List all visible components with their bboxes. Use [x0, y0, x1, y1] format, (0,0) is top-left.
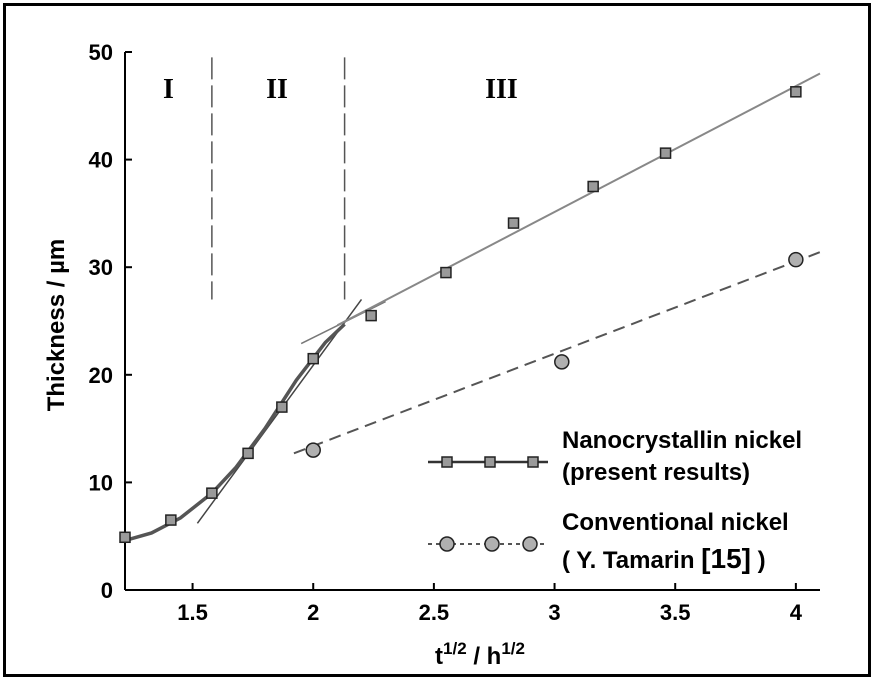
conventional-point	[788, 251, 804, 268]
y-tick-label: 10	[89, 470, 113, 495]
legend: Nanocrystallin nickel (present results) Co…	[428, 427, 802, 574]
x-axis-label-mid: / h	[467, 643, 502, 670]
nano-point	[242, 447, 254, 460]
nano-point	[307, 352, 319, 365]
region-labels: I II III	[163, 74, 518, 105]
nano-point	[206, 487, 218, 499]
x-tick-label: 2	[307, 600, 319, 625]
x-axis-label-sup: 1/2	[443, 639, 467, 658]
legend-conv-subtitle-ref: [15]	[701, 543, 751, 574]
nano-point	[587, 180, 599, 193]
region-label-III: III	[485, 74, 518, 105]
region-label-I: I	[163, 74, 174, 105]
x-axis-label-base: t	[435, 643, 443, 670]
legend-conv-subtitle: ( Y. Tamarin [15] )	[562, 543, 766, 574]
legend-nano-marker	[441, 456, 453, 468]
legend-conv-subtitle-prefix: ( Y. Tamarin	[562, 547, 701, 574]
x-tick-label: 3.5	[660, 600, 691, 625]
y-axis-label: Thickness / µm	[43, 239, 70, 412]
x-axis-label: t1/2 / h1/2	[435, 639, 525, 670]
y-tick-label: 30	[89, 255, 113, 280]
x-tick-label: 4	[790, 600, 803, 625]
conventional-point	[554, 354, 570, 370]
nano-point	[165, 514, 177, 526]
legend-conv-subtitle-suffix: )	[751, 547, 766, 574]
x-tick-label: 1.5	[177, 600, 208, 625]
nano-point	[119, 531, 131, 544]
region-boundaries	[211, 57, 346, 300]
y-tick-label: 50	[89, 40, 113, 65]
legend-nano-name: Nanocrystallin nickel	[562, 427, 802, 454]
chart-frame	[3, 3, 871, 677]
nano-point	[440, 266, 452, 279]
nano-point	[507, 217, 520, 229]
legend-nano-marker	[484, 456, 496, 468]
nano-fit-line	[336, 72, 821, 327]
x-tick-label: 2.5	[419, 600, 450, 625]
y-tick-label: 20	[89, 363, 113, 388]
legend-nano-subtitle: (present results)	[562, 459, 750, 486]
nano-point	[276, 401, 288, 413]
y-tick-label: 40	[89, 148, 113, 173]
x-axis-label-sup2: 1/2	[501, 639, 525, 658]
region-label-II: II	[266, 74, 288, 105]
legend-conv-marker	[484, 536, 500, 552]
y-tick-label: 0	[101, 578, 113, 603]
legend-conv-name: Conventional nickel	[562, 509, 789, 536]
conventional-fit-line	[293, 251, 821, 455]
nano-point	[790, 86, 802, 98]
legend-conv-marker	[439, 536, 455, 552]
nano-point	[365, 309, 377, 322]
x-tick-label: 3	[548, 600, 560, 625]
data-points	[119, 86, 804, 544]
nano-point	[659, 147, 672, 159]
legend-conv-marker	[522, 536, 538, 552]
conventional-point	[305, 442, 321, 458]
legend-nano-marker	[527, 456, 539, 468]
axes: 0 10 20 30 40 50 1.5 2 2.5 3 3.5 4	[89, 40, 820, 625]
